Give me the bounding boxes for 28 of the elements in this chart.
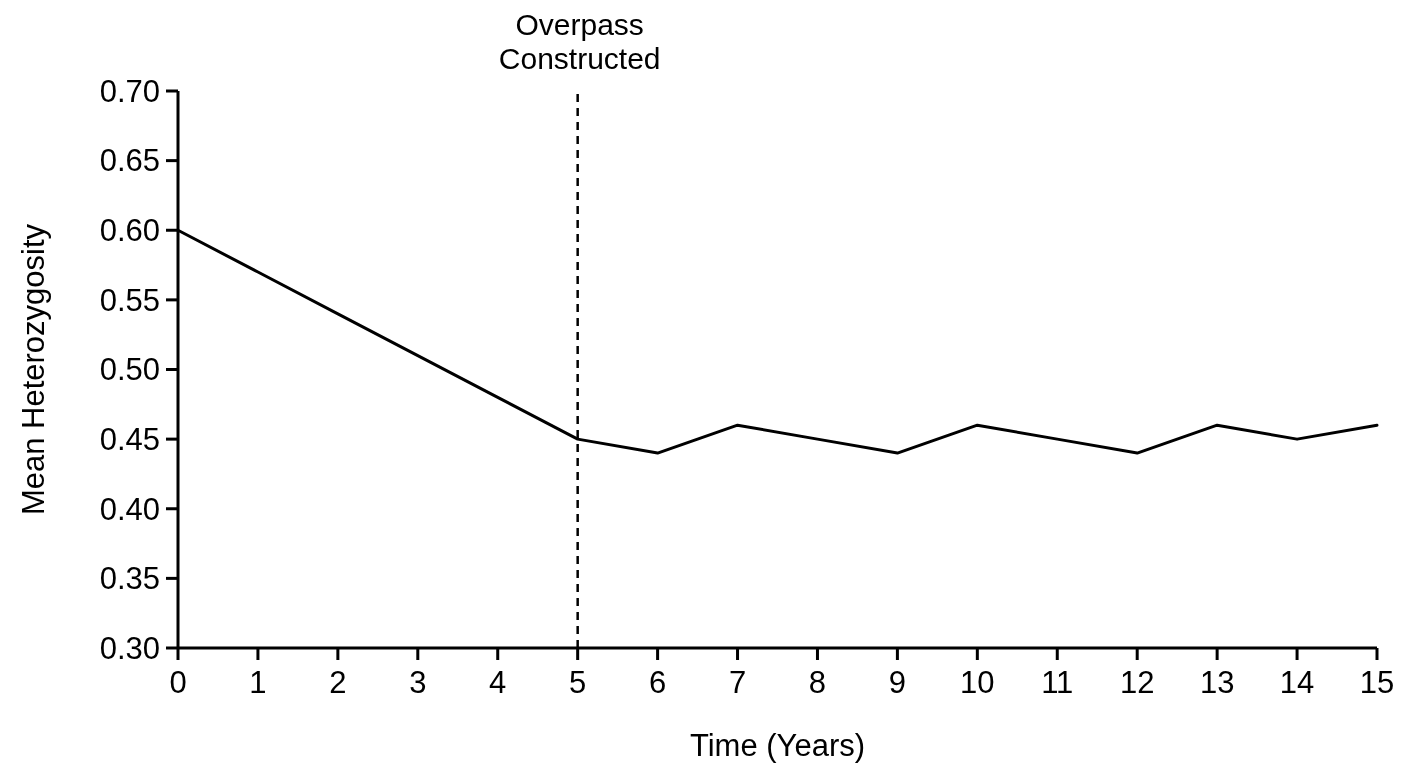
y-tick-label: 0.70 [99,73,160,109]
x-tick-label: 13 [1199,665,1235,700]
y-axis-title: Mean Heterozygosity [16,223,51,516]
x-tick-label: 4 [489,665,507,700]
y-tick-label: 0.45 [99,421,160,457]
x-axis-title: Time (Years) [689,728,866,763]
ref-line-label: Overpass Constructed [498,8,661,75]
x-tick-label: 6 [648,665,667,700]
x-tick-label: 8 [808,665,827,700]
x-tick-label: 14 [1279,665,1315,700]
x-tick-label: 3 [409,665,427,700]
y-tick-label: 0.30 [99,630,160,666]
y-tick-label: 0.65 [99,143,160,179]
x-tick-label: 12 [1119,665,1155,700]
x-tick-label: 11 [1041,665,1074,700]
x-tick-label: 10 [960,665,995,700]
x-tick-label: 0 [169,665,187,700]
x-tick-label: 15 [1359,665,1395,700]
y-tick-label: 0.55 [99,282,160,318]
x-tick-label: 2 [329,665,347,700]
x-tick-label: 9 [888,665,907,700]
x-tick-label: 5 [569,665,587,700]
x-tick-label: 7 [728,665,747,700]
y-tick-label: 0.60 [99,213,160,249]
y-tick-label: 0.50 [99,352,160,388]
y-tick-label: 0.40 [99,491,160,527]
y-tick-label: 0.35 [99,561,160,597]
x-tick-label: 1 [249,665,267,700]
